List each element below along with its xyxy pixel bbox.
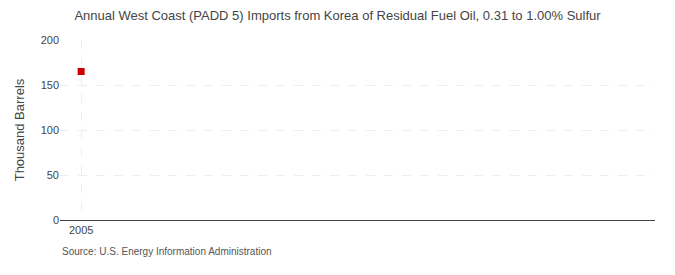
svg-text:100: 100 <box>41 124 59 136</box>
svg-text:2005: 2005 <box>69 224 93 236</box>
svg-text:Thousand Barrels: Thousand Barrels <box>12 78 27 181</box>
svg-text:Source: U.S. Energy Informatio: Source: U.S. Energy Information Administ… <box>62 246 272 257</box>
svg-text:Annual West Coast (PADD 5) Imp: Annual West Coast (PADD 5) Imports from … <box>74 8 601 23</box>
svg-text:0: 0 <box>53 214 59 226</box>
svg-text:150: 150 <box>41 79 59 91</box>
svg-text:200: 200 <box>41 34 59 46</box>
svg-text:50: 50 <box>47 169 59 181</box>
